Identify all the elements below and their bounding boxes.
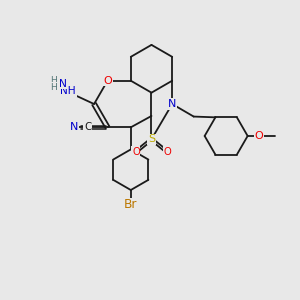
Text: O: O xyxy=(255,131,263,141)
Text: N: N xyxy=(168,99,176,109)
Text: S: S xyxy=(148,134,155,144)
Text: H: H xyxy=(50,83,57,92)
Text: C: C xyxy=(84,122,91,132)
Text: Br: Br xyxy=(124,198,137,212)
Text: N: N xyxy=(70,122,79,132)
Text: N: N xyxy=(59,79,67,89)
Text: O: O xyxy=(163,147,171,157)
Text: H: H xyxy=(50,76,57,85)
Text: O: O xyxy=(103,76,112,86)
Text: O: O xyxy=(132,147,140,157)
Text: NH: NH xyxy=(60,86,76,96)
